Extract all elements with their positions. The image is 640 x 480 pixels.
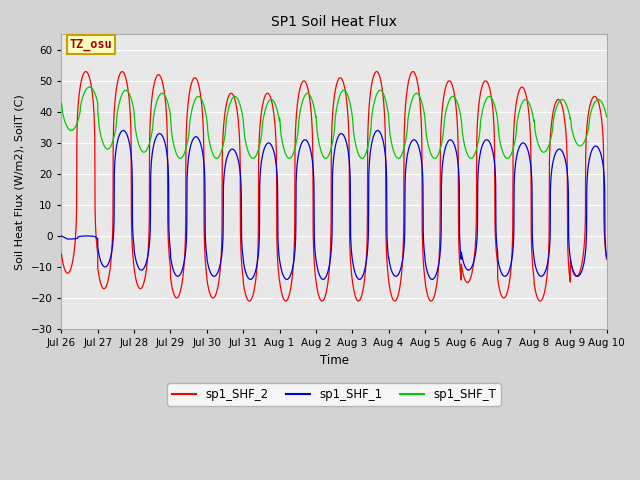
Legend: sp1_SHF_2, sp1_SHF_1, sp1_SHF_T: sp1_SHF_2, sp1_SHF_1, sp1_SHF_T — [168, 383, 500, 406]
X-axis label: Time: Time — [319, 354, 349, 367]
Y-axis label: Soil Heat Flux (W/m2), SoilT (C): Soil Heat Flux (W/m2), SoilT (C) — [15, 94, 25, 270]
Title: SP1 Soil Heat Flux: SP1 Soil Heat Flux — [271, 15, 397, 29]
Text: TZ_osu: TZ_osu — [70, 38, 113, 51]
